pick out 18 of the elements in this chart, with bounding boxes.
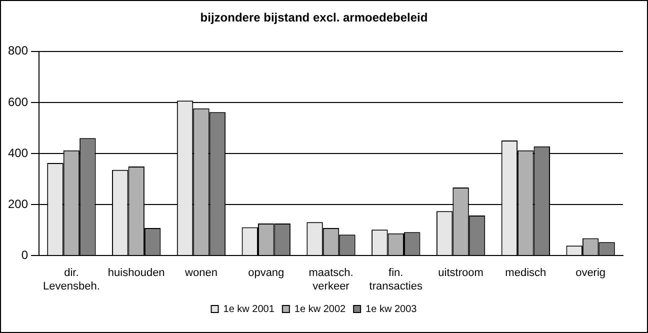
legend-label: 1e kw 2003 <box>366 304 418 315</box>
x-tick-label: opvang <box>248 267 284 280</box>
y-tick-label: 0 <box>21 248 28 262</box>
legend-label: 1e kw 2002 <box>294 304 346 315</box>
x-tick-label: fin. transacties <box>369 267 423 292</box>
y-tick-label: 600 <box>8 94 28 109</box>
x-tick-label: overig <box>576 267 606 280</box>
y-tick-label: 400 <box>8 146 28 160</box>
x-tick-label: maatsch. verkeer <box>308 267 354 292</box>
x-tick-label: huishouden <box>108 267 165 280</box>
y-tick-label: 800 <box>8 44 28 58</box>
x-tick-label: wonen <box>184 267 218 280</box>
x-tick-label: uitstroom <box>438 267 484 280</box>
legend-label: 1e kw 2001 <box>223 304 275 315</box>
x-tick-label: medisch <box>505 267 546 280</box>
chart-title: bijzondere bijstand excl. armoedebeleid <box>200 10 428 25</box>
x-tick-label: dir. Levensbeh. <box>43 267 100 292</box>
y-tick-label: 200 <box>8 196 28 211</box>
